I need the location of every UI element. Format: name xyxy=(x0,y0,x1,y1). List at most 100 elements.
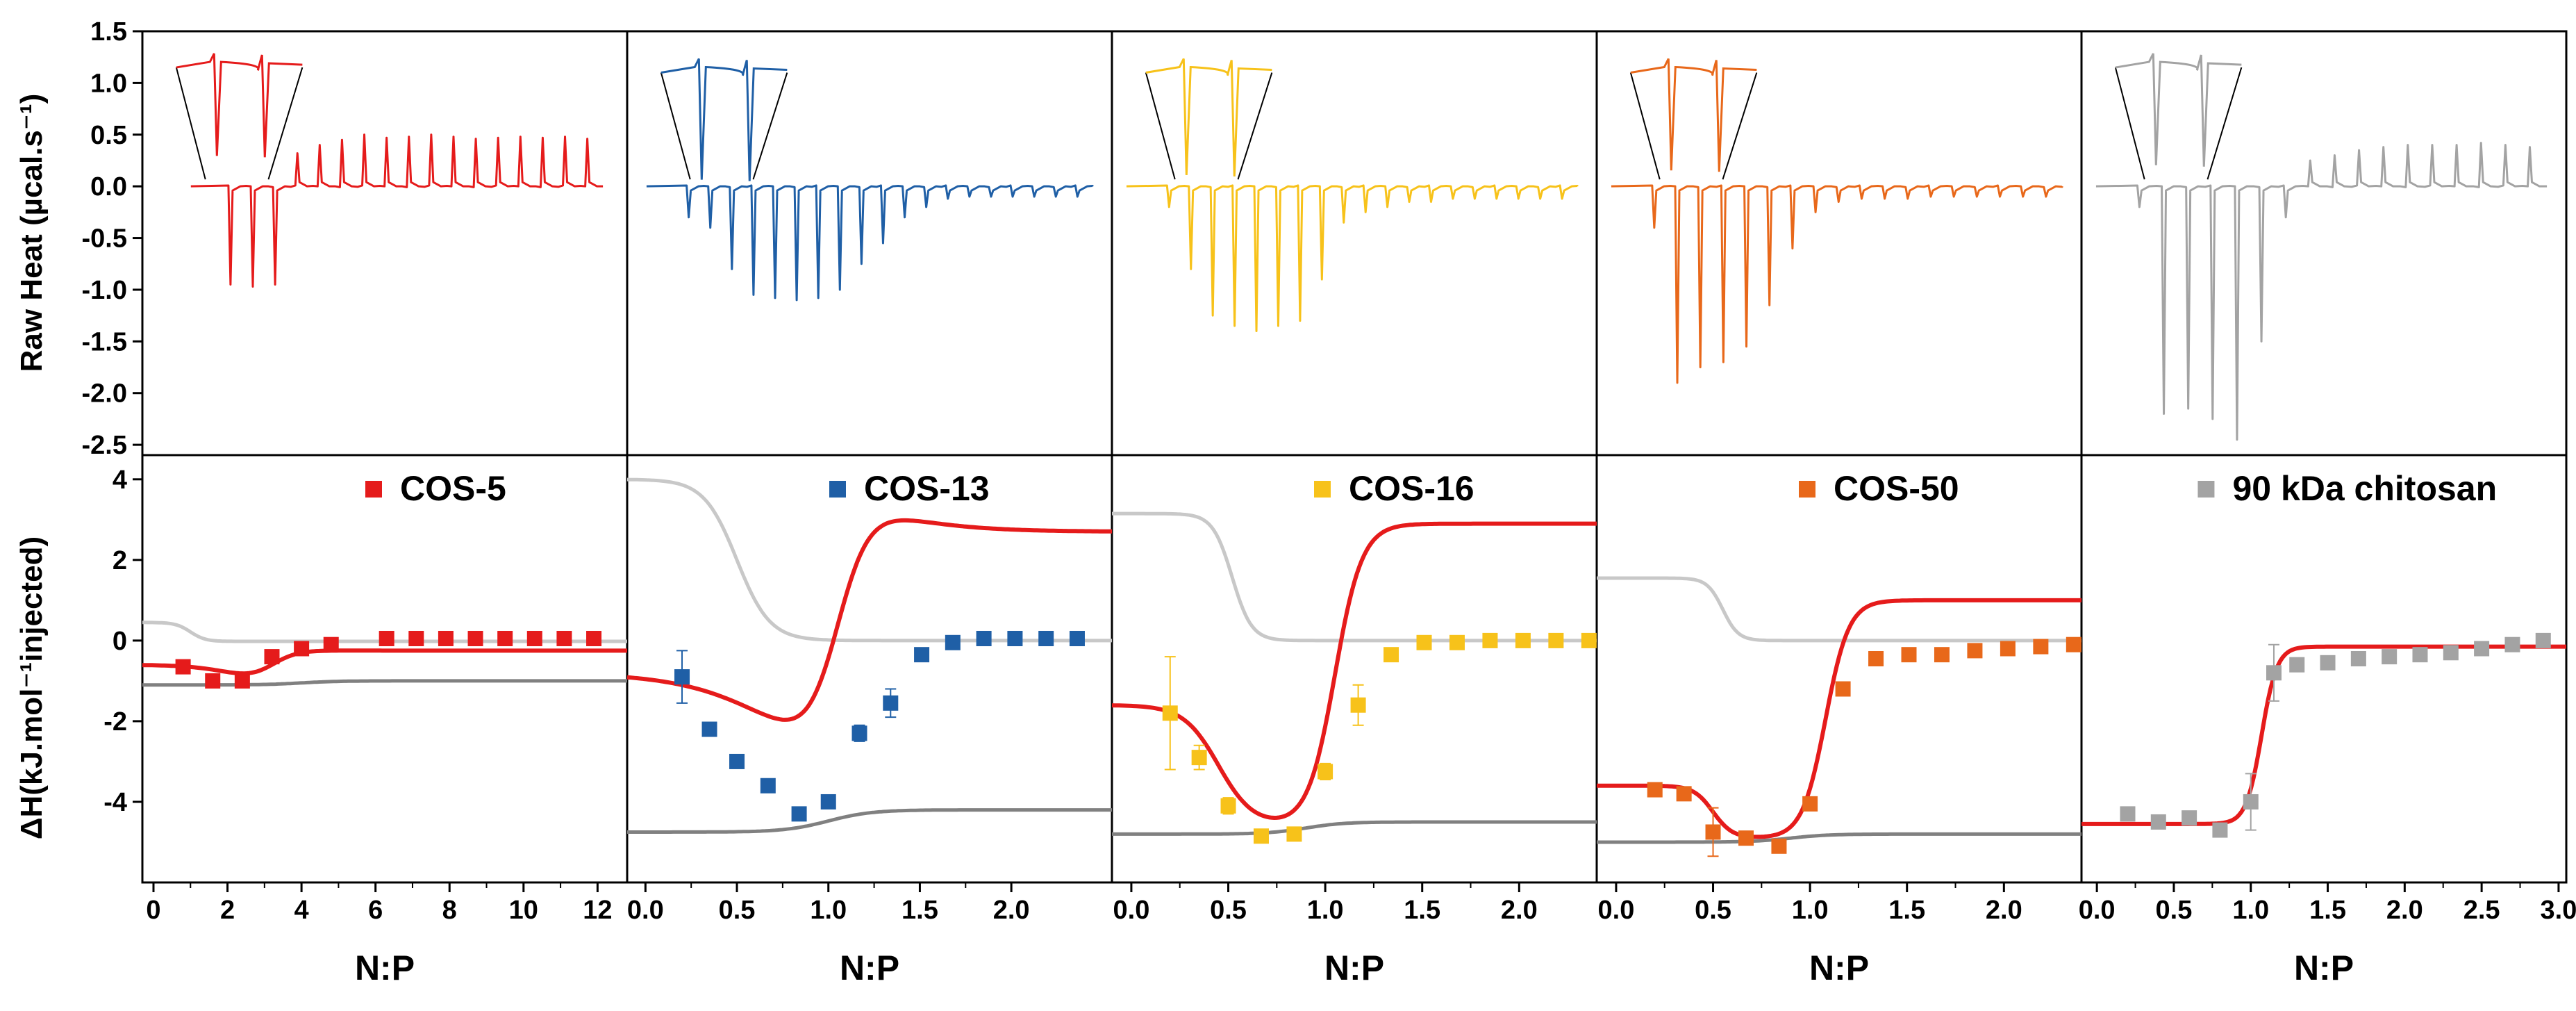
x-axis-label: N:P xyxy=(355,948,415,987)
data-point xyxy=(2443,645,2459,661)
reference-curve-lower xyxy=(627,808,1112,834)
inset-connector-line xyxy=(752,72,788,180)
data-point xyxy=(1868,650,1884,666)
legend-90-kda-chitosan: 90 kDa chitosan xyxy=(2197,469,2497,508)
x-tick-label: 2 xyxy=(220,896,235,925)
data-point xyxy=(1220,798,1236,814)
y-tick-label: 1.0 xyxy=(90,69,127,98)
y-tick-label: -1.5 xyxy=(82,327,127,356)
data-point xyxy=(2320,655,2336,671)
data-point xyxy=(1383,647,1399,663)
data-point xyxy=(1934,647,1950,663)
data-point xyxy=(2535,632,2551,648)
reference-curve-upper xyxy=(626,477,1112,643)
y-tick-label: -1.0 xyxy=(82,276,127,305)
inset-connector-line xyxy=(660,72,691,180)
raw-heat-trace xyxy=(1126,184,1579,332)
data-point xyxy=(1967,643,1983,659)
data-point xyxy=(760,778,776,794)
data-point xyxy=(175,659,191,675)
legend-marker xyxy=(1314,481,1331,498)
data-point xyxy=(729,753,745,769)
data-point xyxy=(2033,639,2049,655)
x-tick-label: 0.0 xyxy=(627,896,664,925)
inset-trace xyxy=(1630,58,1757,172)
data-point xyxy=(1318,764,1333,780)
delta-h-frame xyxy=(1595,454,2083,884)
data-point xyxy=(526,630,542,646)
data-point xyxy=(467,630,483,646)
delta-h-y-axis-label: ΔH(kJ.mol⁻¹injected) xyxy=(15,536,49,839)
data-point xyxy=(205,673,221,689)
data-point xyxy=(976,630,992,646)
y-tick-label: 4 xyxy=(113,466,127,495)
x-tick-label: 8 xyxy=(442,896,457,925)
fit-curve xyxy=(2081,644,2566,826)
data-point xyxy=(2000,641,2016,657)
x-tick-label: 1.0 xyxy=(2232,896,2269,925)
data-point xyxy=(294,641,310,657)
data-point xyxy=(1416,634,1432,650)
y-tick-label: -2 xyxy=(103,707,127,737)
data-point xyxy=(1581,632,1597,648)
x-tick-label: 1.5 xyxy=(1404,896,1440,925)
x-tick-label: 12 xyxy=(583,896,612,925)
reference-curve-upper xyxy=(1597,576,2081,643)
legend-cos-50: COS-50 xyxy=(1799,469,1959,508)
inset-trace xyxy=(1145,58,1272,176)
delta-h-frame xyxy=(1111,454,1598,884)
x-tick-label: 0.5 xyxy=(2156,896,2193,925)
data-point xyxy=(1253,828,1269,844)
panel-cos-13: COS-13 xyxy=(626,58,1112,834)
data-point xyxy=(820,794,836,809)
data-point xyxy=(2289,657,2305,673)
data-point xyxy=(1162,705,1178,721)
y-tick-label: -2.0 xyxy=(82,379,127,409)
data-point xyxy=(851,725,867,741)
data-point xyxy=(2350,650,2366,666)
x-tick-label: 0.0 xyxy=(1113,896,1150,925)
y-tick-label: 0.5 xyxy=(90,121,127,150)
data-point xyxy=(1038,630,1054,646)
x-tick-label: 0 xyxy=(146,896,160,925)
x-tick-label: 2.0 xyxy=(1986,896,2022,925)
fit-curve xyxy=(1111,521,1597,821)
data-point xyxy=(2066,636,2081,652)
x-axis-label: N:P xyxy=(2294,948,2354,987)
x-tick-label: 0.0 xyxy=(1598,896,1635,925)
data-point xyxy=(1286,826,1302,842)
inset-trace xyxy=(660,58,788,181)
data-point xyxy=(438,630,454,646)
data-point xyxy=(1069,630,1085,646)
x-tick-label: 0.5 xyxy=(1210,896,1247,925)
panel-cos-5: COS-5 xyxy=(142,53,627,689)
delta-h-frame xyxy=(2080,454,2568,884)
raw-heat-trace xyxy=(1611,184,2063,384)
data-point xyxy=(1835,681,1851,697)
x-tick-label: 2.5 xyxy=(2463,896,2500,925)
data-point xyxy=(2504,636,2520,652)
y-tick-label: 0 xyxy=(113,627,127,656)
data-point xyxy=(408,630,424,646)
data-point xyxy=(497,630,513,646)
data-point xyxy=(1007,630,1023,646)
inset-trace xyxy=(176,53,303,158)
x-tick-label: 1.0 xyxy=(1792,896,1829,925)
raw-heat-trace xyxy=(2095,142,2548,441)
reference-curve-lower xyxy=(1597,832,2081,844)
panel-content: COS-5 COS-13 COS-16 COS-50 90 kDa chitosan xyxy=(142,53,2566,857)
data-point xyxy=(1191,750,1207,766)
data-point xyxy=(883,695,899,711)
x-tick-label: 4 xyxy=(294,896,309,925)
data-point xyxy=(586,630,602,646)
data-point xyxy=(556,630,572,646)
x-tick-label: 10 xyxy=(509,896,538,925)
data-point xyxy=(264,649,280,665)
data-point xyxy=(2150,814,2166,830)
raw-heat-trace xyxy=(646,184,1094,302)
raw-heat-y-axis-label: Raw Heat (µcal.s⁻¹) xyxy=(15,94,49,372)
x-tick-label: 1.5 xyxy=(901,896,938,925)
data-point xyxy=(1482,632,1498,648)
x-tick-label: 1.5 xyxy=(2309,896,2346,925)
